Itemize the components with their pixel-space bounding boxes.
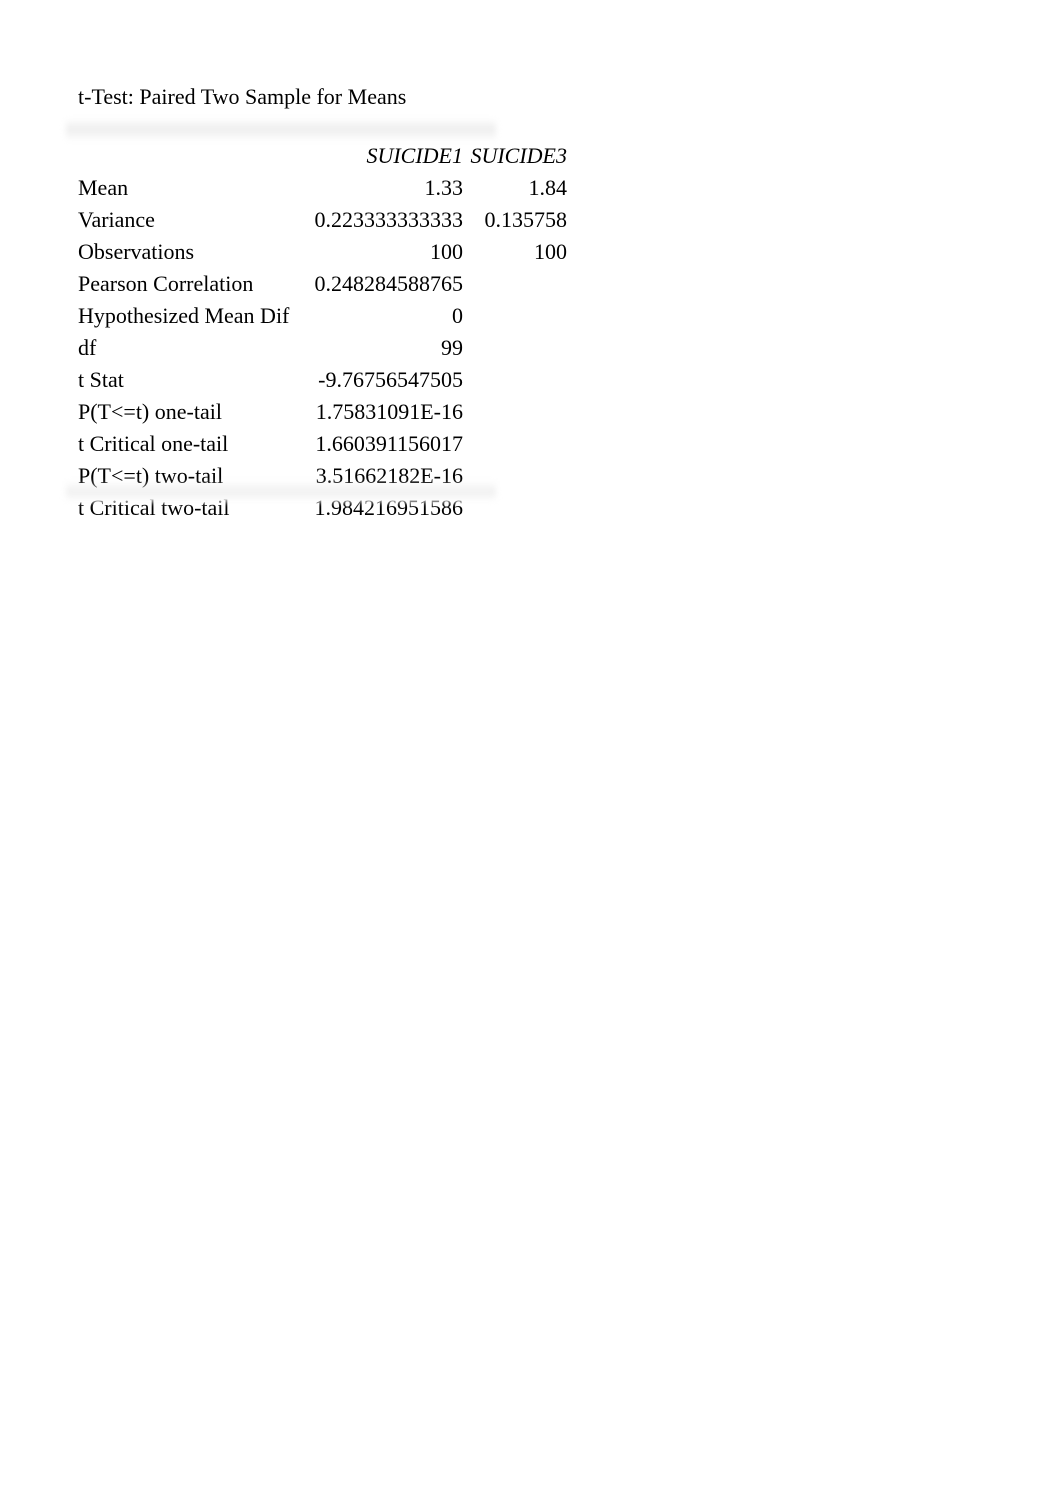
stat-label: P(T<=t) two-tail	[78, 460, 293, 492]
stat-value-2	[463, 364, 567, 396]
stat-value-2	[463, 428, 567, 460]
table-row: Mean 1.33 1.84	[78, 172, 567, 204]
column-header-2: SUICIDE3	[463, 140, 567, 172]
table-row: Hypothesized Mean Dif 0	[78, 300, 567, 332]
table-row: P(T<=t) two-tail 3.51662182E-16	[78, 460, 567, 492]
stat-value-1: 1.660391156017	[293, 428, 463, 460]
stat-label: t Critical two-tail	[78, 492, 293, 524]
stat-value-1: 0	[293, 300, 463, 332]
ttest-output-table: SUICIDE1 SUICIDE3 Mean 1.33 1.84 Varianc…	[78, 140, 567, 524]
stat-value-1: 1.75831091E-16	[293, 396, 463, 428]
stat-label: df	[78, 332, 293, 364]
stat-label: Observations	[78, 236, 293, 268]
table-row: Observations 100 100	[78, 236, 567, 268]
stat-value-2: 1.84	[463, 172, 567, 204]
stat-value-1: 0.248284588765	[293, 268, 463, 300]
stat-value-1: -9.76756547505	[293, 364, 463, 396]
top-blur-overlay	[66, 118, 496, 140]
stat-value-2	[463, 268, 567, 300]
stat-value-2	[463, 300, 567, 332]
stat-label: t Stat	[78, 364, 293, 396]
table-row: Variance 0.223333333333 0.135758	[78, 204, 567, 236]
stat-label: Hypothesized Mean Dif	[78, 300, 293, 332]
table-row: t Critical one-tail 1.660391156017	[78, 428, 567, 460]
stat-value-2: 0.135758	[463, 204, 567, 236]
stat-value-2	[463, 332, 567, 364]
stat-value-2: 100	[463, 236, 567, 268]
stat-value-1: 3.51662182E-16	[293, 460, 463, 492]
column-header-1: SUICIDE1	[293, 140, 463, 172]
stat-value-1: 1.33	[293, 172, 463, 204]
table-row: P(T<=t) one-tail 1.75831091E-16	[78, 396, 567, 428]
table-row: Pearson Correlation 0.248284588765	[78, 268, 567, 300]
stat-label: t Critical one-tail	[78, 428, 293, 460]
stat-value-1: 99	[293, 332, 463, 364]
stat-value-2	[463, 492, 567, 524]
stat-label: Pearson Correlation	[78, 268, 293, 300]
header-empty	[78, 140, 293, 172]
stat-label: P(T<=t) one-tail	[78, 396, 293, 428]
stat-label: Variance	[78, 204, 293, 236]
table-row: df 99	[78, 332, 567, 364]
table-row: t Critical two-tail 1.984216951586	[78, 492, 567, 524]
stat-value-1: 100	[293, 236, 463, 268]
stat-value-2	[463, 396, 567, 428]
table-row: t Stat -9.76756547505	[78, 364, 567, 396]
table-header-row: SUICIDE1 SUICIDE3	[78, 140, 567, 172]
stat-label: Mean	[78, 172, 293, 204]
stat-value-1: 1.984216951586	[293, 492, 463, 524]
stat-value-2	[463, 460, 567, 492]
test-title: t-Test: Paired Two Sample for Means	[78, 84, 1062, 110]
stat-value-1: 0.223333333333	[293, 204, 463, 236]
